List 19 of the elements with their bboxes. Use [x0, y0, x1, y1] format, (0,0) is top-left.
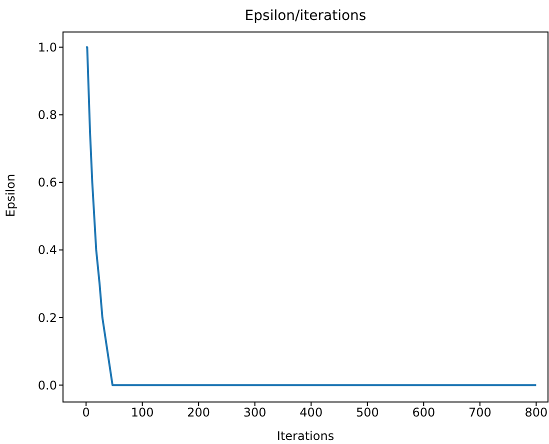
x-tick-label: 300 [243, 406, 266, 420]
x-tick-label: 400 [300, 406, 323, 420]
x-tick-label: 0 [82, 406, 90, 420]
y-tick-label: 0.2 [38, 310, 57, 325]
line-series [85, 46, 538, 386]
x-tick-label: 100 [130, 406, 154, 420]
x-tick-label: 800 [524, 406, 548, 420]
x-tick-label: 200 [187, 406, 210, 420]
y-tick-label: 0.4 [38, 243, 57, 258]
x-tick-label: 600 [412, 406, 436, 420]
y-tick-label: 0.0 [38, 378, 57, 392]
x-tick-label: 700 [468, 406, 492, 420]
y-tick-label: 0.8 [38, 108, 57, 122]
y-tick-label: 1.0 [38, 40, 57, 54]
y-axis-title: Epsilon [3, 174, 18, 217]
y-tick-label: 0.6 [38, 176, 57, 190]
x-tick-label: 500 [356, 406, 379, 420]
x-axis-title: Iterations [276, 429, 334, 443]
chart-title: Epsilon/iterations [244, 8, 368, 24]
